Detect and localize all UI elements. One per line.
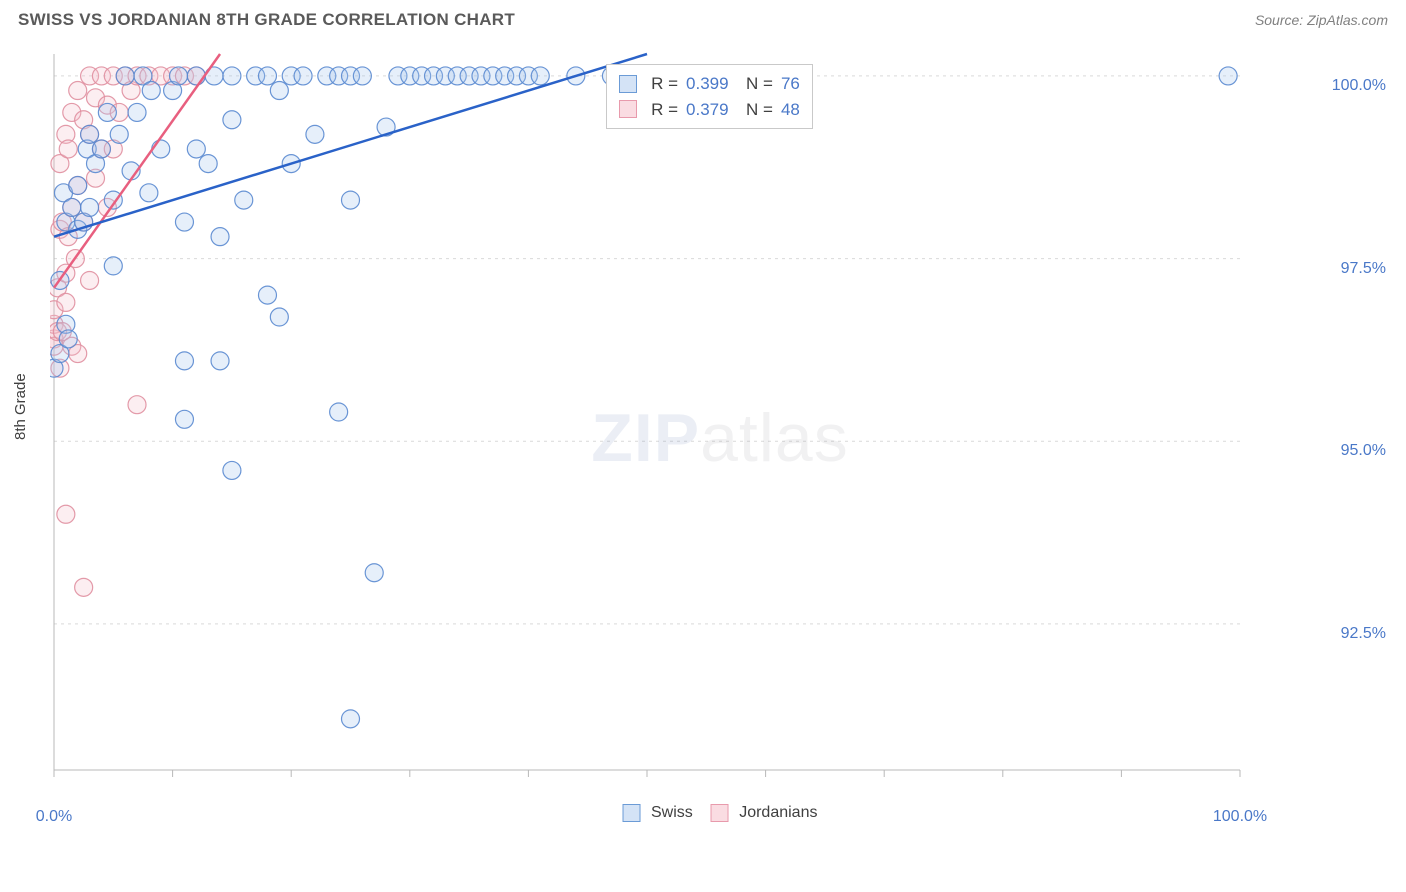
source-attribution: Source: ZipAtlas.com (1255, 12, 1388, 28)
scatter-plot-svg (50, 48, 1310, 788)
chart-legend: Swiss Jordanians (623, 804, 818, 822)
jordanian-legend-label: Jordanians (739, 804, 817, 821)
swiss-legend-label: Swiss (651, 804, 693, 821)
legend-item-jordanian: Jordanians (711, 804, 818, 822)
jordanian-legend-swatch (711, 804, 729, 822)
swiss-color-swatch (619, 75, 637, 93)
stats-row-swiss: R = 0.399 N = 76 (619, 71, 800, 97)
swiss-n-value: 76 (781, 71, 800, 97)
y-tick-label: 95.0% (1341, 442, 1386, 460)
swiss-r-value: 0.399 (686, 71, 729, 97)
chart-title: SWISS VS JORDANIAN 8TH GRADE CORRELATION… (18, 10, 515, 30)
jordanian-r-value: 0.379 (686, 97, 729, 123)
stats-r-label: R = (651, 71, 678, 97)
chart-area: ZIPatlas R = 0.399 N = 76 R = 0.379 N = … (50, 48, 1390, 828)
correlation-stats-box: R = 0.399 N = 76 R = 0.379 N = 48 (606, 64, 813, 129)
legend-item-swiss: Swiss (623, 804, 693, 822)
y-axis-label: 8th Grade (12, 373, 29, 440)
jordanian-color-swatch (619, 100, 637, 118)
y-tick-label: 92.5% (1341, 625, 1386, 643)
jordanian-n-value: 48 (781, 97, 800, 123)
y-tick-label: 100.0% (1332, 77, 1386, 95)
x-tick-label: 100.0% (1213, 808, 1267, 826)
chart-header: SWISS VS JORDANIAN 8TH GRADE CORRELATION… (0, 0, 1406, 36)
stats-row-jordanian: R = 0.379 N = 48 (619, 97, 800, 123)
x-tick-label: 0.0% (36, 808, 72, 826)
stats-n-label: N = (737, 71, 773, 97)
swiss-legend-swatch (623, 804, 641, 822)
stats-n-label: N = (737, 97, 773, 123)
stats-r-label: R = (651, 97, 678, 123)
y-tick-label: 97.5% (1341, 260, 1386, 278)
